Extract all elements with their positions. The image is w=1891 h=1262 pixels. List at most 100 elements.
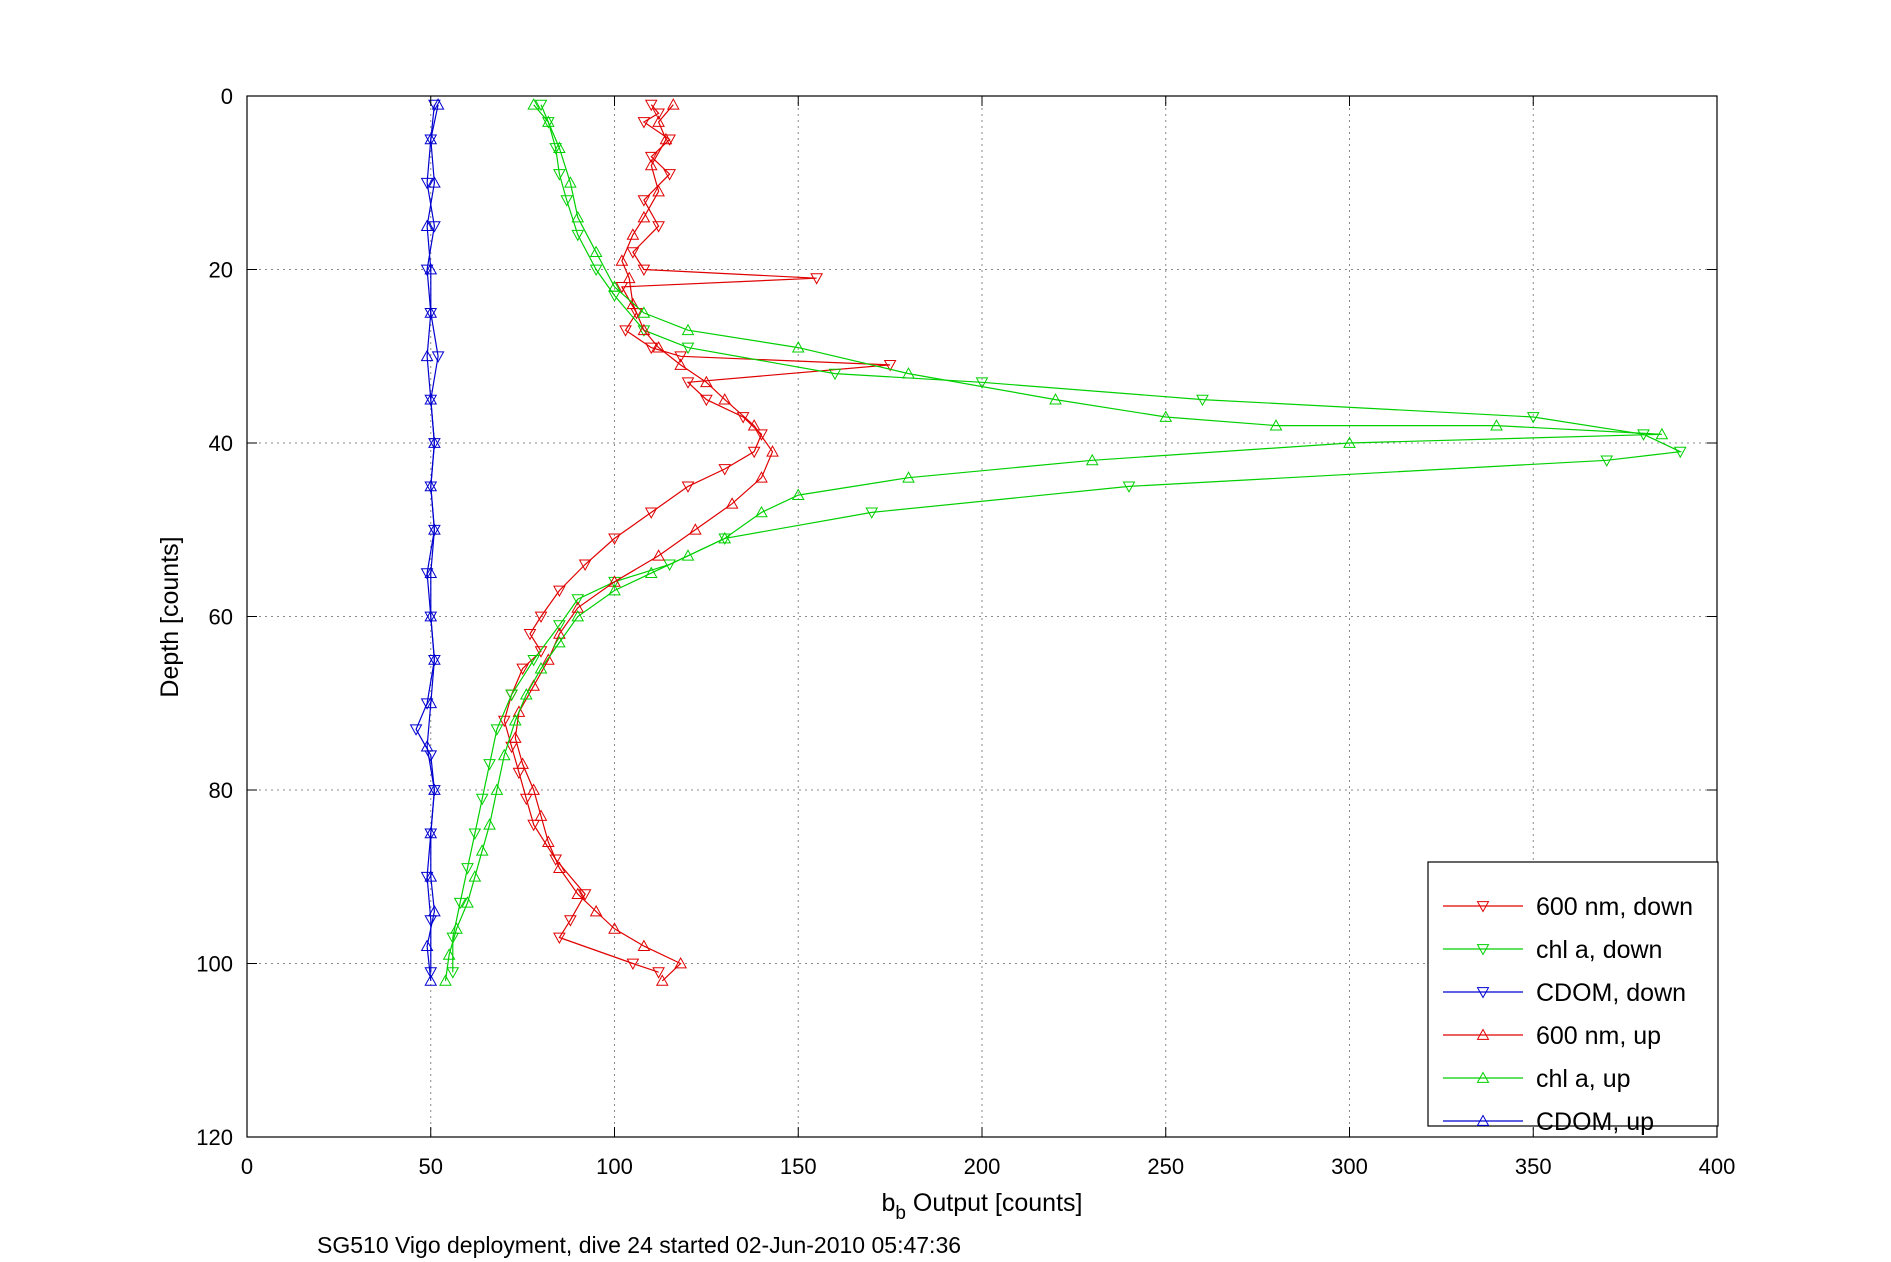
y-tick-label: 120	[196, 1125, 233, 1150]
legend-label: 600 nm, up	[1536, 1022, 1661, 1050]
data-point	[637, 210, 651, 223]
data-point	[527, 654, 540, 667]
data-point	[571, 887, 585, 899]
data-point	[420, 740, 434, 752]
data-point	[571, 594, 585, 606]
data-point	[608, 576, 621, 589]
data-point	[659, 132, 673, 145]
data-point	[755, 505, 768, 518]
data-point	[755, 429, 768, 441]
data-point	[644, 566, 658, 579]
data-point	[424, 262, 438, 275]
data-point	[810, 273, 823, 285]
data-point	[1526, 412, 1540, 424]
data-point	[490, 724, 504, 736]
data-point	[637, 306, 651, 318]
data-point	[589, 245, 603, 258]
data-point	[1600, 455, 1614, 467]
data-point	[626, 297, 640, 310]
legend-item: 600 nm, up	[1443, 1022, 1661, 1050]
data-point	[424, 393, 438, 405]
x-axis-label: bb Output [counts]	[882, 1189, 1083, 1224]
series-line	[426, 104, 439, 981]
data-point	[431, 98, 445, 110]
axis-ticks: 0 50 100 150 200 250 300 350 400 0 20 40 60 80 100 120	[196, 84, 1735, 1179]
data-point	[747, 446, 761, 459]
legend-label: chl a, up	[1536, 1065, 1631, 1093]
data-point	[428, 221, 441, 233]
data-point	[637, 323, 651, 336]
data-point	[549, 854, 563, 866]
data-point	[608, 280, 621, 292]
data-point	[626, 228, 640, 240]
data-point	[527, 819, 540, 832]
data-point	[424, 696, 438, 709]
x-tick-label: 100	[596, 1154, 633, 1179]
data-point	[1343, 436, 1356, 448]
data-point	[644, 158, 658, 171]
data-point	[578, 889, 592, 901]
data-point	[1085, 453, 1099, 466]
data-point	[534, 99, 548, 112]
x-tick-label: 50	[419, 1154, 443, 1179]
data-point	[516, 757, 529, 769]
data-point	[637, 325, 651, 337]
data-point	[1159, 410, 1173, 422]
data-point	[564, 915, 577, 927]
series-line	[514, 104, 774, 982]
data-point	[883, 360, 897, 372]
y-tick-label: 60	[209, 605, 233, 630]
x-tick-label: 200	[964, 1154, 1001, 1179]
data-point	[428, 176, 441, 188]
data-point	[542, 117, 555, 129]
data-point	[553, 627, 566, 639]
data-point	[424, 479, 438, 492]
data-point	[644, 507, 658, 519]
data-point	[637, 195, 651, 207]
data-point	[652, 341, 665, 353]
data-point	[560, 195, 574, 207]
legend-item: 600 nm, down	[1443, 893, 1693, 921]
data-point	[527, 783, 540, 795]
series-4	[439, 98, 1669, 986]
data-point	[542, 653, 555, 665]
data-point	[652, 549, 665, 561]
data-point	[519, 688, 533, 700]
data-point	[700, 375, 713, 388]
data-point	[615, 281, 629, 294]
data-point	[439, 974, 452, 986]
legend-item: CDOM, down	[1443, 979, 1686, 1007]
legend-label: CDOM, up	[1536, 1108, 1654, 1136]
data-point	[483, 818, 496, 830]
data-point	[508, 714, 522, 726]
data-point	[902, 367, 915, 379]
data-point	[718, 531, 732, 544]
x-tick-label: 0	[241, 1154, 253, 1179]
data-point	[571, 609, 585, 622]
data-point	[534, 611, 548, 624]
data-point	[718, 464, 732, 476]
data-point	[608, 583, 621, 596]
data-point	[542, 115, 555, 127]
data-point	[608, 533, 621, 545]
data-point	[534, 809, 548, 821]
data-point	[571, 210, 585, 223]
data-point	[534, 662, 548, 674]
data-point	[424, 826, 438, 839]
data-point	[424, 609, 438, 622]
data-point	[619, 325, 632, 337]
data-point	[571, 601, 585, 613]
x-tick-label: 400	[1699, 1154, 1736, 1179]
data-point	[428, 523, 441, 535]
series-1	[446, 99, 1687, 979]
data-point	[424, 132, 438, 145]
x-tick-label: 250	[1147, 1154, 1184, 1179]
data-point	[755, 471, 768, 483]
data-point	[663, 559, 676, 571]
x-tick-label: 350	[1515, 1154, 1552, 1179]
data-point	[725, 497, 739, 509]
data-point	[420, 939, 434, 952]
legend-marker	[1476, 1114, 1490, 1126]
data-point	[681, 481, 695, 493]
data-point	[589, 904, 603, 917]
